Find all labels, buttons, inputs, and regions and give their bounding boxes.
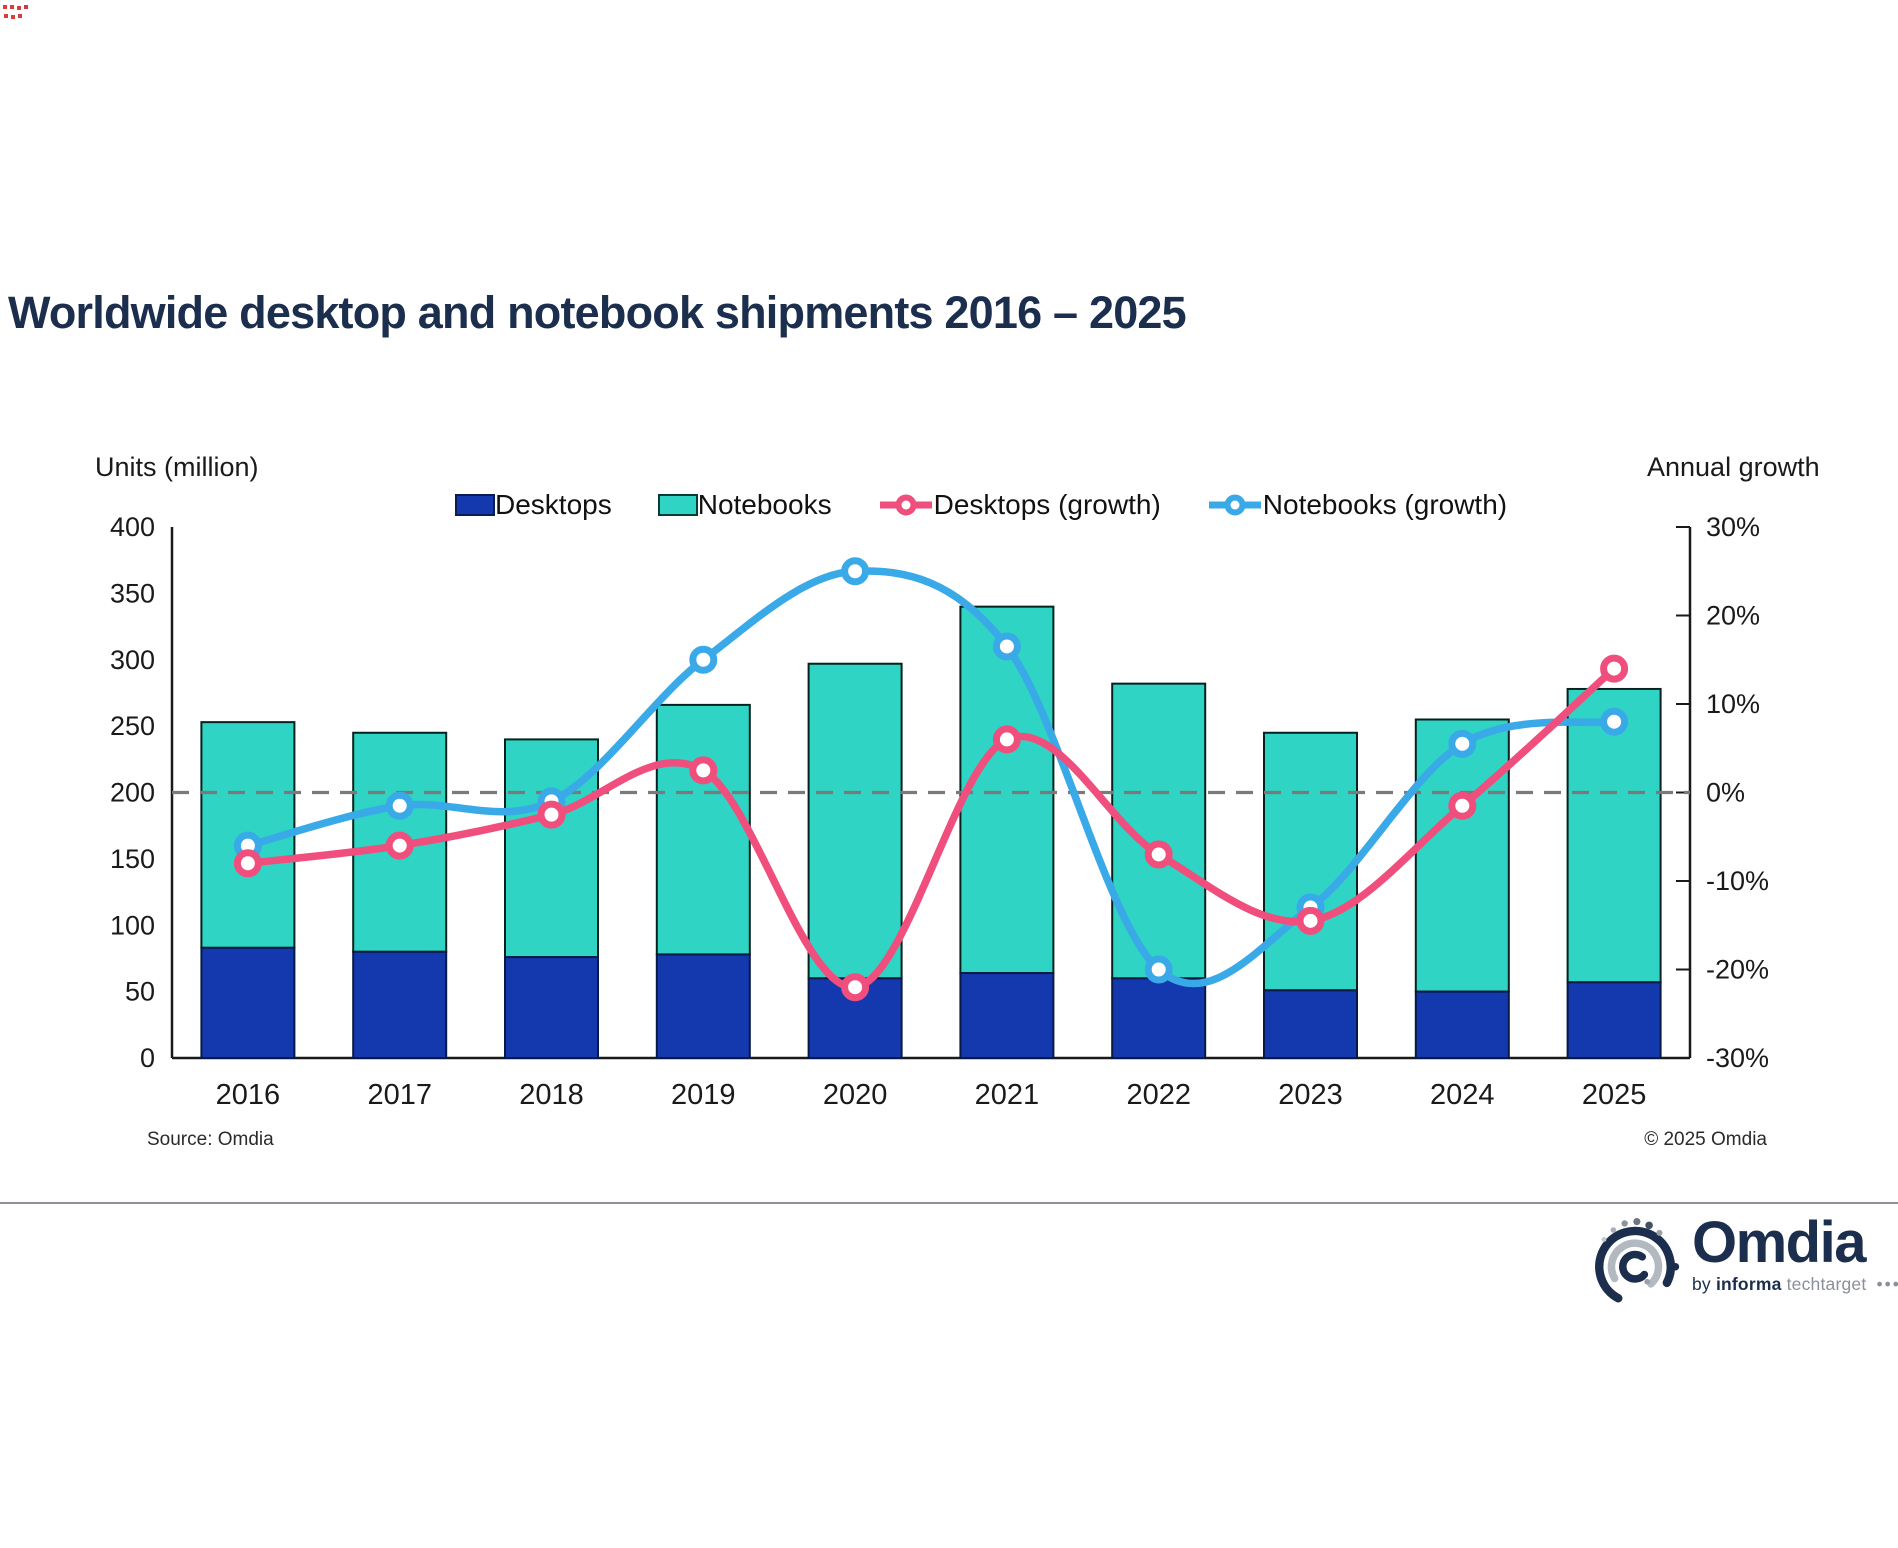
year-label-2023: 2023 — [1278, 1079, 1343, 1111]
desktops-growth-point-2024 — [1448, 791, 1477, 820]
notebooks-bar-2024 — [1414, 718, 1510, 993]
notebooks-growth-point-2017 — [385, 791, 414, 820]
desktops-growth-point-2016 — [233, 849, 262, 878]
omdia-logo: Omdia by informa techtarget ••• — [1588, 1214, 1898, 1310]
desktops-growth-point-2019 — [689, 756, 718, 785]
right-axis-tick-label: -30% — [1706, 1043, 1769, 1073]
legend-label-desktops-growth: Desktops (growth) — [933, 489, 1161, 520]
left-axis-tick-label: 400 — [110, 512, 155, 542]
legend-label-notebooks-growth: Notebooks (growth) — [1262, 489, 1508, 520]
notebooks-bar-2019 — [655, 703, 751, 956]
notebooks-bar-2018 — [504, 738, 599, 959]
year-label-2017: 2017 — [367, 1079, 432, 1111]
legend-item-desktops: Desktops — [455, 489, 612, 521]
right-axis-tick-label: 10% — [1706, 689, 1760, 719]
source-note: Source: Omdia — [147, 1129, 274, 1150]
desktops-growth-point-2025 — [1600, 654, 1629, 683]
desktops-bar-2017 — [352, 950, 448, 1059]
desktops-growth-point-2017 — [385, 831, 414, 860]
desktops-growth-point-2020 — [841, 973, 870, 1002]
year-label-2024: 2024 — [1430, 1079, 1495, 1111]
omdia-logo-mark-icon — [1595, 1218, 1680, 1307]
desktops-bar-2024 — [1414, 990, 1510, 1059]
right-axis-tick-label: -20% — [1706, 955, 1769, 985]
desktops-bar-2025 — [1566, 981, 1662, 1060]
left-axis-title: Units (million) — [95, 452, 259, 482]
desktops-growth-point-2023 — [1296, 906, 1325, 935]
notebooks-bar-2025 — [1566, 687, 1662, 984]
left-axis-tick-label: 300 — [110, 645, 155, 675]
chart-legend: Desktops Notebooks Desktops (growth) Not… — [455, 489, 1507, 521]
notebooks-swatch-icon — [657, 494, 698, 516]
notebooks-growth-line-icon — [1208, 494, 1261, 516]
omdia-logo-byline: by informa techtarget ••• — [1692, 1274, 1898, 1295]
notebooks-bar-2021 — [959, 605, 1055, 975]
right-axis-tick-label: 0% — [1706, 778, 1745, 808]
page-title: Worldwide desktop and notebook shipments… — [8, 287, 1187, 338]
legend-item-desktops-growth: Desktops (growth) — [878, 489, 1161, 521]
right-axis-tick-label: -10% — [1706, 866, 1769, 896]
desktops-growth-point-2022 — [1144, 840, 1173, 869]
footer-divider — [0, 1202, 1898, 1204]
notebooks-bar-2023 — [1263, 731, 1358, 992]
top-left-artifact — [3, 5, 7, 9]
notebooks-bar-2020 — [807, 662, 903, 980]
year-label-2016: 2016 — [216, 1079, 281, 1111]
right-axis-tick-label: 30% — [1706, 512, 1760, 542]
year-label-2018: 2018 — [519, 1079, 584, 1111]
left-axis-tick-label: 250 — [110, 711, 155, 741]
desktops-bar-2022 — [1111, 977, 1207, 1059]
desktops-bar-2019 — [655, 953, 751, 1060]
desktops-bar-2023 — [1263, 989, 1358, 1059]
right-axis-title: Annual growth — [1647, 452, 1820, 482]
year-label-2022: 2022 — [1126, 1079, 1191, 1111]
desktops-bar-2020 — [807, 977, 903, 1059]
notebooks-growth-point-2024 — [1448, 729, 1477, 758]
notebooks-growth-point-2020 — [841, 557, 870, 586]
desktops-bar-2018 — [504, 956, 599, 1059]
desktops-bar-2016 — [200, 946, 296, 1060]
desktops-growth-point-2018 — [537, 800, 566, 829]
desktops-growth-line — [244, 664, 1618, 991]
year-label-2021: 2021 — [975, 1079, 1040, 1111]
desktops-bar-2021 — [959, 972, 1055, 1059]
desktops-swatch-icon — [455, 494, 495, 516]
copyright-note: © 2025 Omdia — [1644, 1129, 1767, 1150]
left-axis-tick-label: 50 — [125, 977, 155, 1007]
omdia-logo-wordmark: Omdia — [1692, 1210, 1866, 1275]
notebooks-growth-point-2025 — [1600, 707, 1629, 736]
desktops-growth-point-2021 — [992, 725, 1021, 754]
left-axis-tick-label: 350 — [110, 578, 155, 608]
year-label-2019: 2019 — [671, 1079, 736, 1111]
right-axis-tick-label: 20% — [1706, 601, 1760, 631]
desktops-growth-line-icon — [879, 494, 932, 516]
notebooks-growth-line — [244, 567, 1618, 988]
notebooks-growth-point-2021 — [992, 632, 1021, 661]
left-axis-tick-label: 150 — [110, 844, 155, 874]
legend-label-desktops: Desktops — [495, 489, 612, 520]
legend-item-notebooks-growth: Notebooks (growth) — [1207, 489, 1507, 521]
notebooks-growth-point-2019 — [689, 645, 718, 674]
byline-dots-icon: ••• — [1876, 1274, 1898, 1294]
year-label-2020: 2020 — [823, 1079, 888, 1111]
year-label-2025: 2025 — [1582, 1079, 1647, 1111]
legend-item-notebooks: Notebooks — [657, 489, 832, 521]
left-axis-tick-label: 100 — [110, 910, 155, 940]
left-axis-tick-label: 200 — [110, 778, 155, 808]
left-axis-tick-label: 0 — [140, 1043, 155, 1073]
notebooks-growth-point-2022 — [1144, 955, 1173, 984]
legend-label-notebooks: Notebooks — [697, 489, 832, 520]
